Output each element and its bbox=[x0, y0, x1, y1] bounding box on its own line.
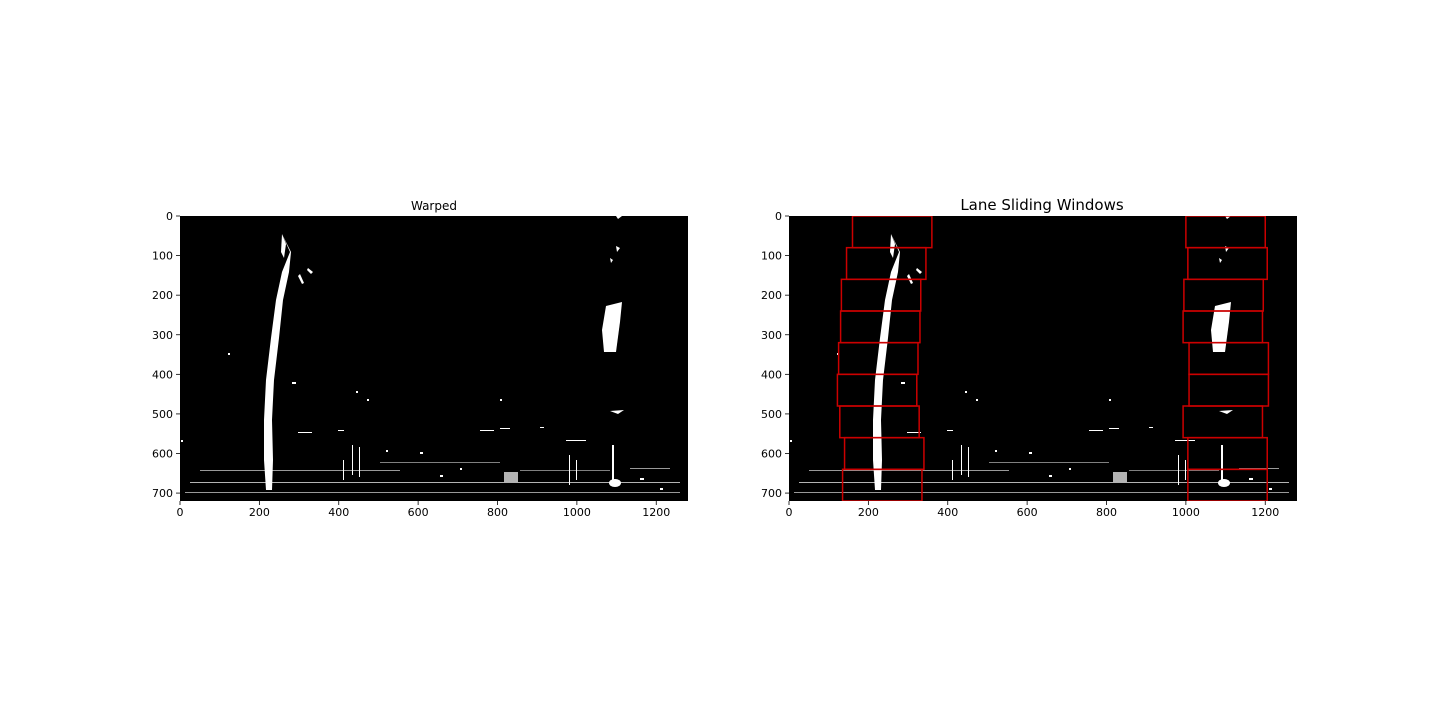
y-tick-label: 300 bbox=[152, 329, 173, 342]
x-tick-label: 800 bbox=[1096, 506, 1117, 519]
sliding-windows bbox=[836, 216, 1270, 501]
x-tick-label: 1200 bbox=[1251, 506, 1279, 519]
y-tick-label: 100 bbox=[761, 250, 782, 263]
chart-title: Warped bbox=[411, 199, 457, 213]
y-tick-label: 200 bbox=[761, 289, 782, 302]
x-tick-label: 600 bbox=[1017, 506, 1038, 519]
sliding-window-box bbox=[1187, 468, 1268, 501]
y-tick-label: 400 bbox=[152, 368, 173, 381]
y-tick-label: 700 bbox=[152, 487, 173, 500]
x-tick-label: 1000 bbox=[1172, 506, 1200, 519]
y-tick-label: 0 bbox=[775, 210, 782, 223]
y-tick-label: 400 bbox=[761, 368, 782, 381]
y-tick-label: 700 bbox=[761, 487, 782, 500]
x-tick-label: 600 bbox=[408, 506, 429, 519]
x-tick-label: 200 bbox=[249, 506, 270, 519]
y-tick-label: 200 bbox=[152, 289, 173, 302]
y-tick-label: 600 bbox=[761, 448, 782, 461]
x-tick-label: 0 bbox=[786, 506, 793, 519]
axes: 0 200 400 600 800 1000 1200 0 100 200 300 400 500 600… bbox=[152, 210, 670, 519]
y-tick-label: 600 bbox=[152, 448, 173, 461]
chart-title: Lane Sliding Windows bbox=[960, 196, 1124, 214]
y-tick-label: 0 bbox=[166, 210, 173, 223]
y-tick-label: 500 bbox=[761, 408, 782, 421]
y-tick-label: 300 bbox=[761, 329, 782, 342]
panel-warped: Warped 0 200 400 600 800 1000 1200 0 100 200 300 40… bbox=[152, 199, 688, 519]
x-tick-label: 0 bbox=[177, 506, 184, 519]
x-tick-label: 200 bbox=[858, 506, 879, 519]
y-tick-label: 500 bbox=[152, 408, 173, 421]
image-area bbox=[180, 216, 688, 501]
y-tick-label: 100 bbox=[152, 250, 173, 263]
x-tick-label: 1000 bbox=[563, 506, 591, 519]
x-tick-label: 1200 bbox=[642, 506, 670, 519]
image-area bbox=[789, 216, 1297, 501]
sliding-window-box bbox=[841, 468, 923, 501]
axes: 0 200 400 600 800 1000 1200 0 100 200 300 400 500 600… bbox=[761, 210, 1279, 519]
panel-sliding-windows: Lane Sliding Windows 0 200 400 600 800 1000 12… bbox=[761, 196, 1297, 519]
x-tick-label: 400 bbox=[937, 506, 958, 519]
x-tick-label: 800 bbox=[487, 506, 508, 519]
x-tick-label: 400 bbox=[328, 506, 349, 519]
